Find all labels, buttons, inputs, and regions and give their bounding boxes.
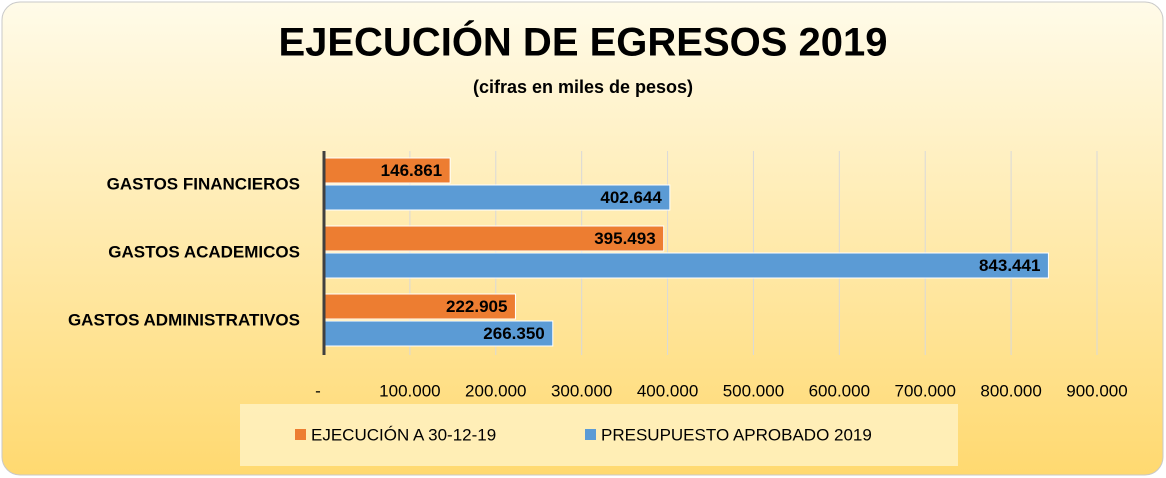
legend-swatch: [295, 429, 306, 440]
x-tick-label: 100.000: [379, 381, 440, 400]
value-label: 402.644: [600, 188, 662, 207]
y-tick-label: GASTOS ACADEMICOS: [108, 242, 300, 261]
x-tick-label: -: [315, 381, 321, 400]
chart-title: EJECUCIÓN DE EGRESOS 2019: [278, 19, 887, 65]
x-tick-label: 300.000: [551, 381, 612, 400]
x-tick-label: 800.000: [980, 381, 1041, 400]
legend-label: EJECUCIÓN A 30-12-19: [311, 425, 496, 444]
value-label: 266.350: [483, 324, 544, 343]
value-label: 146.861: [381, 161, 442, 180]
x-tick-label: 400.000: [637, 381, 698, 400]
bar: [323, 184, 671, 211]
value-label: 395.493: [594, 229, 655, 248]
x-tick-label: 900.000: [1066, 381, 1127, 400]
value-label: 222.905: [446, 297, 507, 316]
legend-swatch: [585, 429, 596, 440]
value-label: 843.441: [979, 256, 1040, 275]
x-tick-label: 500.000: [723, 381, 784, 400]
y-tick-label: GASTOS ADMINISTRATIVOS: [68, 310, 300, 329]
bar: [323, 225, 665, 252]
x-tick-label: 200.000: [465, 381, 526, 400]
x-tick-label: 700.000: [894, 381, 955, 400]
legend-box: [240, 404, 958, 466]
y-tick-label: GASTOS FINANCIEROS: [107, 174, 300, 193]
bar: [323, 157, 451, 184]
chart-subtitle: (cifras en miles de pesos): [473, 77, 693, 97]
bar: [323, 293, 516, 320]
legend-label: PRESUPUESTO APROBADO 2019: [601, 425, 872, 444]
x-tick-label: 600.000: [809, 381, 870, 400]
bar: [323, 252, 1049, 279]
